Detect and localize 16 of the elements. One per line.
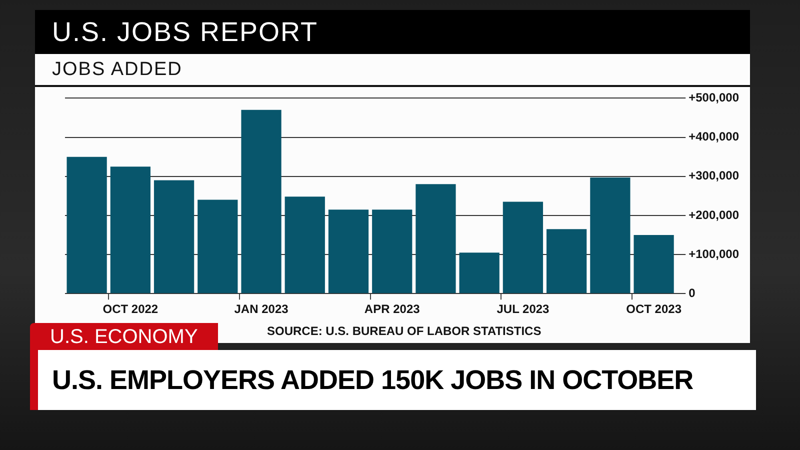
text: U.S. EMPLOYERS ADDED 150K JOBS IN OCTOBER [30,350,756,410]
y-tick-label: 0 [688,286,696,300]
y-tick-label: +400,000 [688,130,740,144]
x-tick-label: OCT 2023 [626,302,682,316]
text: U.S. ECONOMY [30,323,218,351]
y-tick-label: +200,000 [688,208,740,222]
x-tick-label: JAN 2023 [234,302,289,316]
chart-title: U.S. JOBS REPORT [35,10,750,54]
y-tick-label: +100,000 [688,246,740,261]
y-tick-label: +500,000 [688,90,740,105]
chart-subtitle: JOBS ADDED [35,54,750,87]
x-tick-label: JUL 2023 [496,302,550,316]
y-tick-label: +300,000 [688,168,740,183]
source-note: SOURCE: U.S. BUREAU OF LABOR STATISTICS [267,324,542,338]
x-tick-label: OCT 2022 [102,302,158,316]
x-tick-label: APR 2023 [364,302,420,316]
